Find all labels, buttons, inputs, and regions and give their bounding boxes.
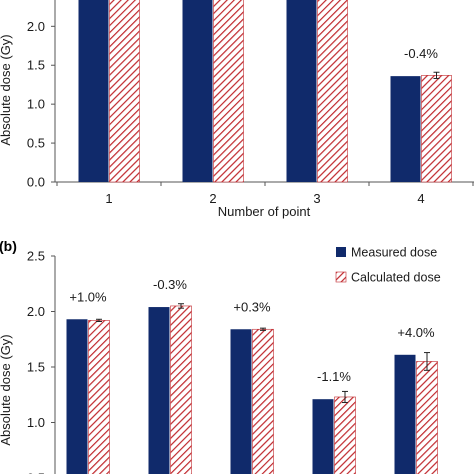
- panel-b-bar-calculated-2: [170, 305, 192, 474]
- panel-a-bar-measured-3: [286, 0, 317, 183]
- panel-a-x-tick-label: 2: [209, 191, 216, 206]
- panel-a-y-tick-label: 1.5: [27, 58, 45, 73]
- panel-a-y-tick-label: 2.0: [27, 19, 45, 34]
- panel-a-bar-measured-1: [78, 0, 109, 183]
- panel-b-bar-measured-5: [394, 354, 416, 474]
- panel-a-x-tick-label: 3: [313, 191, 320, 206]
- panel-b-bar-calculated-3: [252, 328, 274, 474]
- panel-a-bar-calculated-4: [421, 75, 452, 183]
- panel-b-bar-measured-1: [66, 319, 88, 474]
- panel-b-y-tick-label: 1.5: [27, 360, 45, 375]
- panel-b-diff-label-1: +1.0%: [69, 289, 107, 304]
- panel-a-bar-measured-2: [182, 0, 213, 183]
- panel-a-y-tick-label: 1.0: [27, 97, 45, 112]
- panel-a-y-tick-label: 0.5: [27, 136, 45, 151]
- panel-b-bar-measured-2: [148, 307, 170, 474]
- panel-b-bar-calculated-1: [88, 320, 110, 474]
- panel-b-diff-label-2: -0.3%: [153, 277, 187, 292]
- legend-label-calculated: Calculated dose: [351, 271, 441, 285]
- legend-swatch-measured: [336, 247, 346, 257]
- panel-b-bar-measured-3: [230, 329, 252, 474]
- panel-a-y-tick-label: 0.0: [27, 175, 45, 190]
- panel-b-y-tick-label: 2.5: [27, 249, 45, 264]
- panel-b-bar-calculated-5: [416, 361, 438, 474]
- panel-a-x-axis-title: Number of point: [218, 204, 311, 219]
- panel-a-bar-calculated-3: [317, 0, 348, 183]
- panel-b-y-tick-label: 2.0: [27, 304, 45, 319]
- panel-b-diff-label-4: -1.1%: [317, 369, 351, 384]
- legend-label-measured: Measured dose: [351, 246, 437, 260]
- panel-a-x-tick-label: 1: [105, 191, 112, 206]
- panel-a-x-tick-label: 4: [417, 191, 424, 206]
- panel-b-y-tick-label: 1.0: [27, 415, 45, 430]
- panel-b-y-axis-title: Absolute dose (Gy): [0, 334, 13, 445]
- panel-a-y-axis-title: Absolute dose (Gy): [0, 34, 13, 145]
- panel-b-diff-label-3: +0.3%: [233, 299, 271, 314]
- panel-a-diff-label-4: -0.4%: [404, 46, 438, 61]
- panel-b-bar-measured-4: [312, 399, 334, 474]
- panel-b-diff-label-5: +4.0%: [397, 325, 435, 340]
- legend-swatch-calculated: [335, 271, 347, 283]
- panel-b-bar-calculated-4: [334, 396, 356, 474]
- panel-a-bar-calculated-2: [213, 0, 244, 183]
- panel-a-bar-calculated-1: [109, 0, 140, 183]
- panel-b-y-tick-label: 0.5: [27, 471, 45, 474]
- panel-b-label: (b): [0, 238, 17, 254]
- panel-a-bar-measured-4: [390, 76, 421, 182]
